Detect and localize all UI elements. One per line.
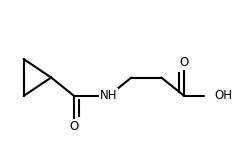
Text: NH: NH — [100, 89, 117, 102]
Text: O: O — [69, 120, 79, 133]
Text: OH: OH — [214, 89, 232, 102]
Text: O: O — [180, 56, 189, 69]
